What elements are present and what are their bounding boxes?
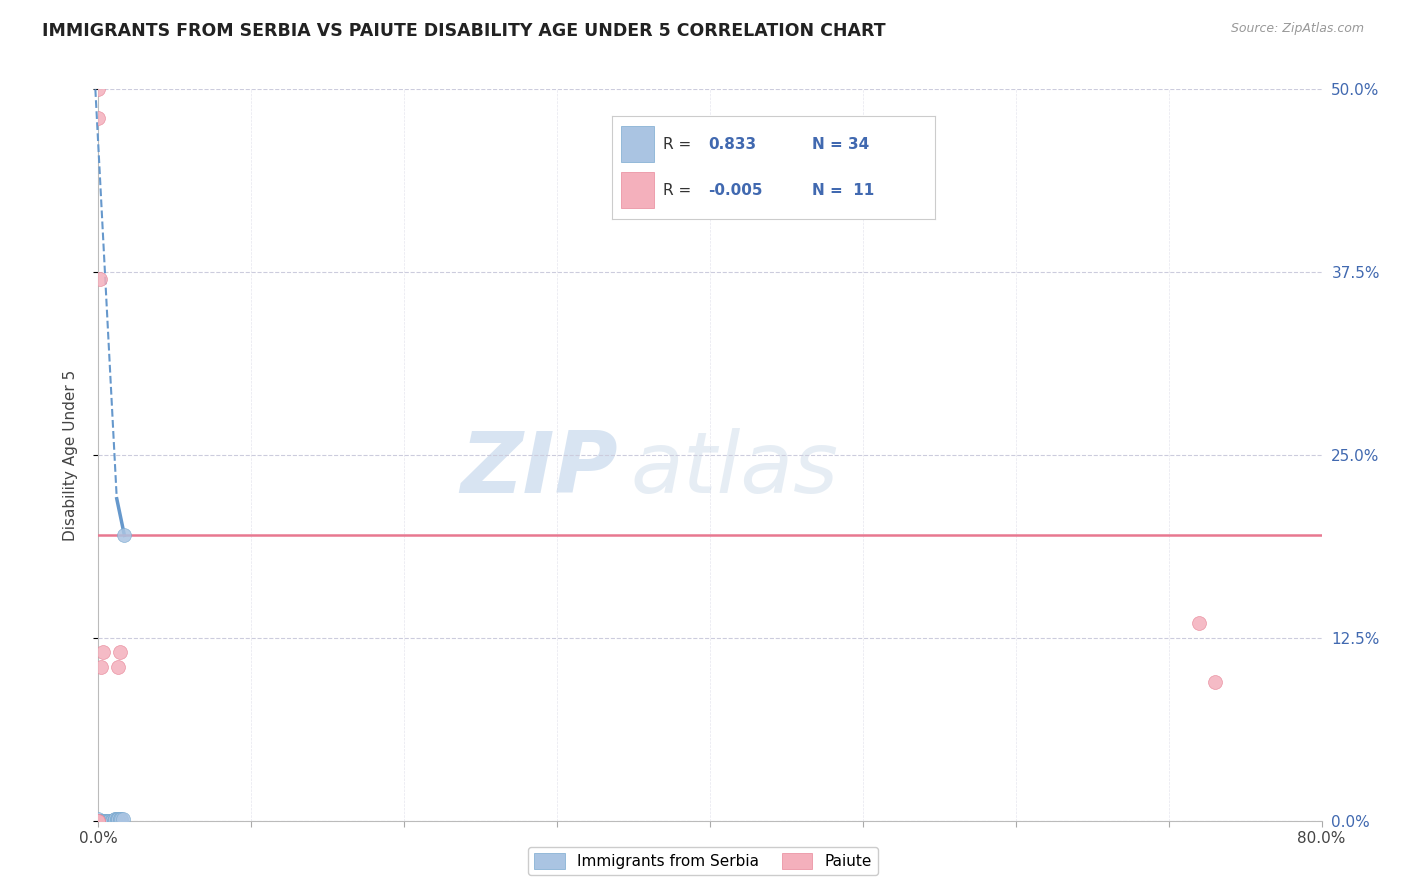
Text: 0.833: 0.833 xyxy=(709,136,756,152)
Y-axis label: Disability Age Under 5: Disability Age Under 5 xyxy=(63,369,77,541)
Point xyxy=(107,660,129,674)
Point xyxy=(90,814,112,828)
Point xyxy=(98,814,121,828)
Point xyxy=(108,812,131,826)
Point xyxy=(112,528,135,542)
Point xyxy=(103,814,125,828)
Point xyxy=(101,814,124,828)
Point xyxy=(91,814,114,828)
Point xyxy=(110,812,132,826)
Point xyxy=(1204,674,1226,689)
Point xyxy=(105,812,128,826)
Point xyxy=(90,814,112,828)
Point xyxy=(91,645,114,659)
Point xyxy=(94,814,117,828)
Point xyxy=(98,814,121,828)
Point xyxy=(104,812,127,826)
Bar xyxy=(621,126,654,162)
Point xyxy=(89,814,111,828)
Text: IMMIGRANTS FROM SERBIA VS PAIUTE DISABILITY AGE UNDER 5 CORRELATION CHART: IMMIGRANTS FROM SERBIA VS PAIUTE DISABIL… xyxy=(42,22,886,40)
Point xyxy=(89,814,111,828)
Text: Source: ZipAtlas.com: Source: ZipAtlas.com xyxy=(1230,22,1364,36)
Text: ZIP: ZIP xyxy=(461,428,619,511)
Point xyxy=(105,812,128,826)
Point xyxy=(87,112,110,126)
Point xyxy=(107,812,129,826)
Point xyxy=(108,812,131,826)
Point xyxy=(87,814,110,828)
Point xyxy=(87,814,110,828)
Point xyxy=(108,645,131,659)
Point xyxy=(94,814,117,828)
Point xyxy=(94,814,117,828)
Point xyxy=(91,814,114,828)
Point xyxy=(1188,616,1211,631)
Point xyxy=(90,660,112,674)
Point xyxy=(101,814,124,828)
Text: N =  11: N = 11 xyxy=(813,183,875,198)
Point xyxy=(89,272,111,286)
Legend: Immigrants from Serbia, Paiute: Immigrants from Serbia, Paiute xyxy=(529,847,877,875)
Point xyxy=(87,812,110,826)
Text: atlas: atlas xyxy=(630,428,838,511)
Bar xyxy=(621,172,654,208)
Point xyxy=(97,814,120,828)
Point xyxy=(87,82,110,96)
Point xyxy=(87,814,110,828)
Point xyxy=(97,814,120,828)
Text: -0.005: -0.005 xyxy=(709,183,763,198)
Point xyxy=(90,814,112,828)
Point xyxy=(107,812,129,826)
Point xyxy=(104,812,127,826)
Text: N = 34: N = 34 xyxy=(813,136,869,152)
Point xyxy=(93,814,115,828)
Text: R =: R = xyxy=(664,183,692,198)
Text: R =: R = xyxy=(664,136,692,152)
Point xyxy=(93,814,115,828)
Point xyxy=(103,814,125,828)
Point xyxy=(100,814,122,828)
Point xyxy=(111,812,134,826)
